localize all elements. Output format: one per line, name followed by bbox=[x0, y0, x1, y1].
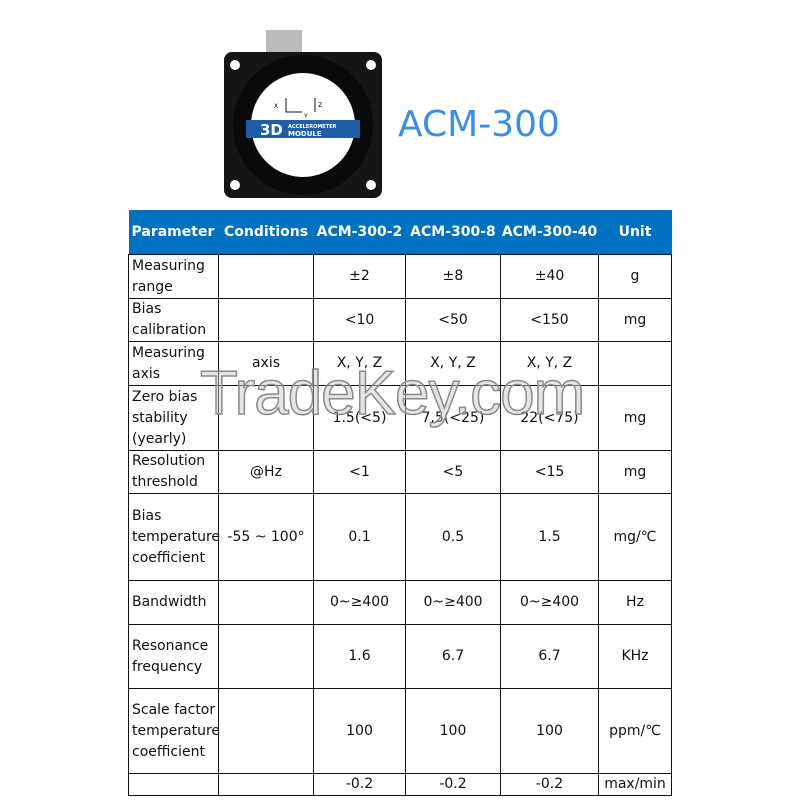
table-cell bbox=[218, 688, 314, 774]
table-cell: Measuring axis bbox=[128, 341, 219, 386]
spec-table: Parameter Conditions ACM-300-2 ACM-300-8 ACM… bbox=[128, 210, 672, 796]
table-cell: ±8 bbox=[405, 254, 501, 299]
table-cell: 100 bbox=[500, 688, 599, 774]
table-cell: Zero bias stability (yearly) bbox=[128, 385, 219, 451]
table-cell: -55 ~ 100° bbox=[218, 493, 314, 581]
svg-text:Z: Z bbox=[318, 102, 322, 109]
table-cell bbox=[218, 298, 314, 342]
table-cell bbox=[218, 624, 314, 689]
table-cell: 7.5(<25) bbox=[405, 385, 501, 451]
table-cell: 1.5(<5) bbox=[313, 385, 406, 451]
table-cell: ±2 bbox=[313, 254, 406, 299]
table-cell: KHz bbox=[598, 624, 672, 689]
table-cell: 6.7 bbox=[500, 624, 599, 689]
table-cell: Measuring range bbox=[128, 254, 219, 299]
table-cell: <150 bbox=[500, 298, 599, 342]
table-cell: <10 bbox=[313, 298, 406, 342]
table-cell: Scale factor temperature coefficient bbox=[128, 688, 220, 774]
table-cell: 1.5 bbox=[500, 493, 599, 581]
table-cell: Bandwidth bbox=[128, 580, 219, 625]
table-cell: axis bbox=[218, 341, 314, 386]
table-cell bbox=[218, 254, 314, 299]
table-cell bbox=[128, 773, 219, 796]
table-cell: 6.7 bbox=[405, 624, 501, 689]
table-cell: <15 bbox=[500, 450, 599, 494]
column-header: ACM-300-2 bbox=[313, 210, 406, 255]
product-image: 3D ACCELEROMETER MODULE X Y Z bbox=[224, 30, 382, 198]
table-cell: <5 bbox=[405, 450, 501, 494]
table-row: Bandwidth 0~≥400 0~≥400 0~≥400 Hz bbox=[128, 580, 672, 625]
column-header: ACM-300-40 bbox=[500, 210, 599, 255]
table-row: Resonance frequency 1.6 6.7 6.7 KHz bbox=[128, 624, 672, 689]
table-cell: Bias temperature coefficient bbox=[128, 493, 220, 581]
table-row: Bias temperature coefficient -55 ~ 100° 0.… bbox=[128, 493, 672, 581]
table-cell: -0.2 bbox=[405, 773, 501, 796]
table-row: Scale factor temperature coefficient 100 1… bbox=[128, 688, 672, 774]
table-row: Bias calibration <10 <50 <150 mg bbox=[128, 298, 672, 342]
table-cell: Bias calibration bbox=[128, 298, 219, 342]
table-cell: @Hz bbox=[218, 450, 314, 494]
column-header: Unit bbox=[598, 210, 672, 255]
table-row: Resolution threshold @Hz <1 <5 <15 mg bbox=[128, 450, 672, 494]
table-cell: <50 bbox=[405, 298, 501, 342]
table-cell: 0.5 bbox=[405, 493, 501, 581]
table-cell: Resonance frequency bbox=[128, 624, 219, 689]
table-cell: -0.2 bbox=[500, 773, 599, 796]
svg-text:X: X bbox=[274, 103, 278, 110]
table-cell: 100 bbox=[405, 688, 501, 774]
column-header: Conditions bbox=[218, 210, 314, 255]
table-cell bbox=[598, 341, 672, 386]
table-cell: <1 bbox=[313, 450, 406, 494]
table-row: Measuring axis axis X, Y, Z X, Y, Z X, Y, Z bbox=[128, 341, 672, 386]
table-cell bbox=[218, 385, 314, 451]
table-cell: 1.6 bbox=[313, 624, 406, 689]
svg-text:Y: Y bbox=[303, 113, 308, 120]
column-header: Parameter bbox=[128, 210, 219, 255]
svg-text:ACCELEROMETER: ACCELEROMETER bbox=[288, 124, 337, 130]
table-row: Measuring range ±2 ±8 ±40 g bbox=[128, 254, 672, 299]
table-cell: 0~≥400 bbox=[313, 580, 406, 625]
table-cell: 100 bbox=[313, 688, 406, 774]
table-row: -0.2 -0.2 -0.2 max/min bbox=[128, 773, 672, 796]
table-cell: 0~≥400 bbox=[405, 580, 501, 625]
table-cell: X, Y, Z bbox=[500, 341, 599, 386]
svg-text:3D: 3D bbox=[260, 121, 283, 139]
table-cell: ppm/℃ bbox=[598, 688, 672, 774]
table-cell: g bbox=[598, 254, 672, 299]
table-cell: 22(<75) bbox=[500, 385, 599, 451]
table-cell: mg bbox=[598, 298, 672, 342]
table-cell: 0.1 bbox=[313, 493, 406, 581]
table-cell: -0.2 bbox=[313, 773, 406, 796]
table-cell: max/min bbox=[598, 773, 672, 796]
table-cell: mg bbox=[598, 385, 672, 451]
table-cell: ±40 bbox=[500, 254, 599, 299]
table-cell: Hz bbox=[598, 580, 672, 625]
header-row: Parameter Conditions ACM-300-2 ACM-300-8 ACM… bbox=[128, 210, 672, 255]
table-cell: Resolution threshold bbox=[128, 450, 219, 494]
column-header: ACM-300-8 bbox=[405, 210, 501, 255]
table-row: Zero bias stability (yearly) 1.5(<5) 7.5(<… bbox=[128, 385, 672, 451]
table-cell: X, Y, Z bbox=[313, 341, 406, 386]
table-cell bbox=[218, 773, 314, 796]
table-cell: mg bbox=[598, 450, 672, 494]
table-cell bbox=[218, 580, 314, 625]
table-cell: mg/℃ bbox=[598, 493, 672, 581]
product-title: ACM-300 bbox=[398, 104, 560, 145]
svg-text:MODULE: MODULE bbox=[288, 130, 322, 138]
table-cell: X, Y, Z bbox=[405, 341, 501, 386]
table-cell: 0~≥400 bbox=[500, 580, 599, 625]
